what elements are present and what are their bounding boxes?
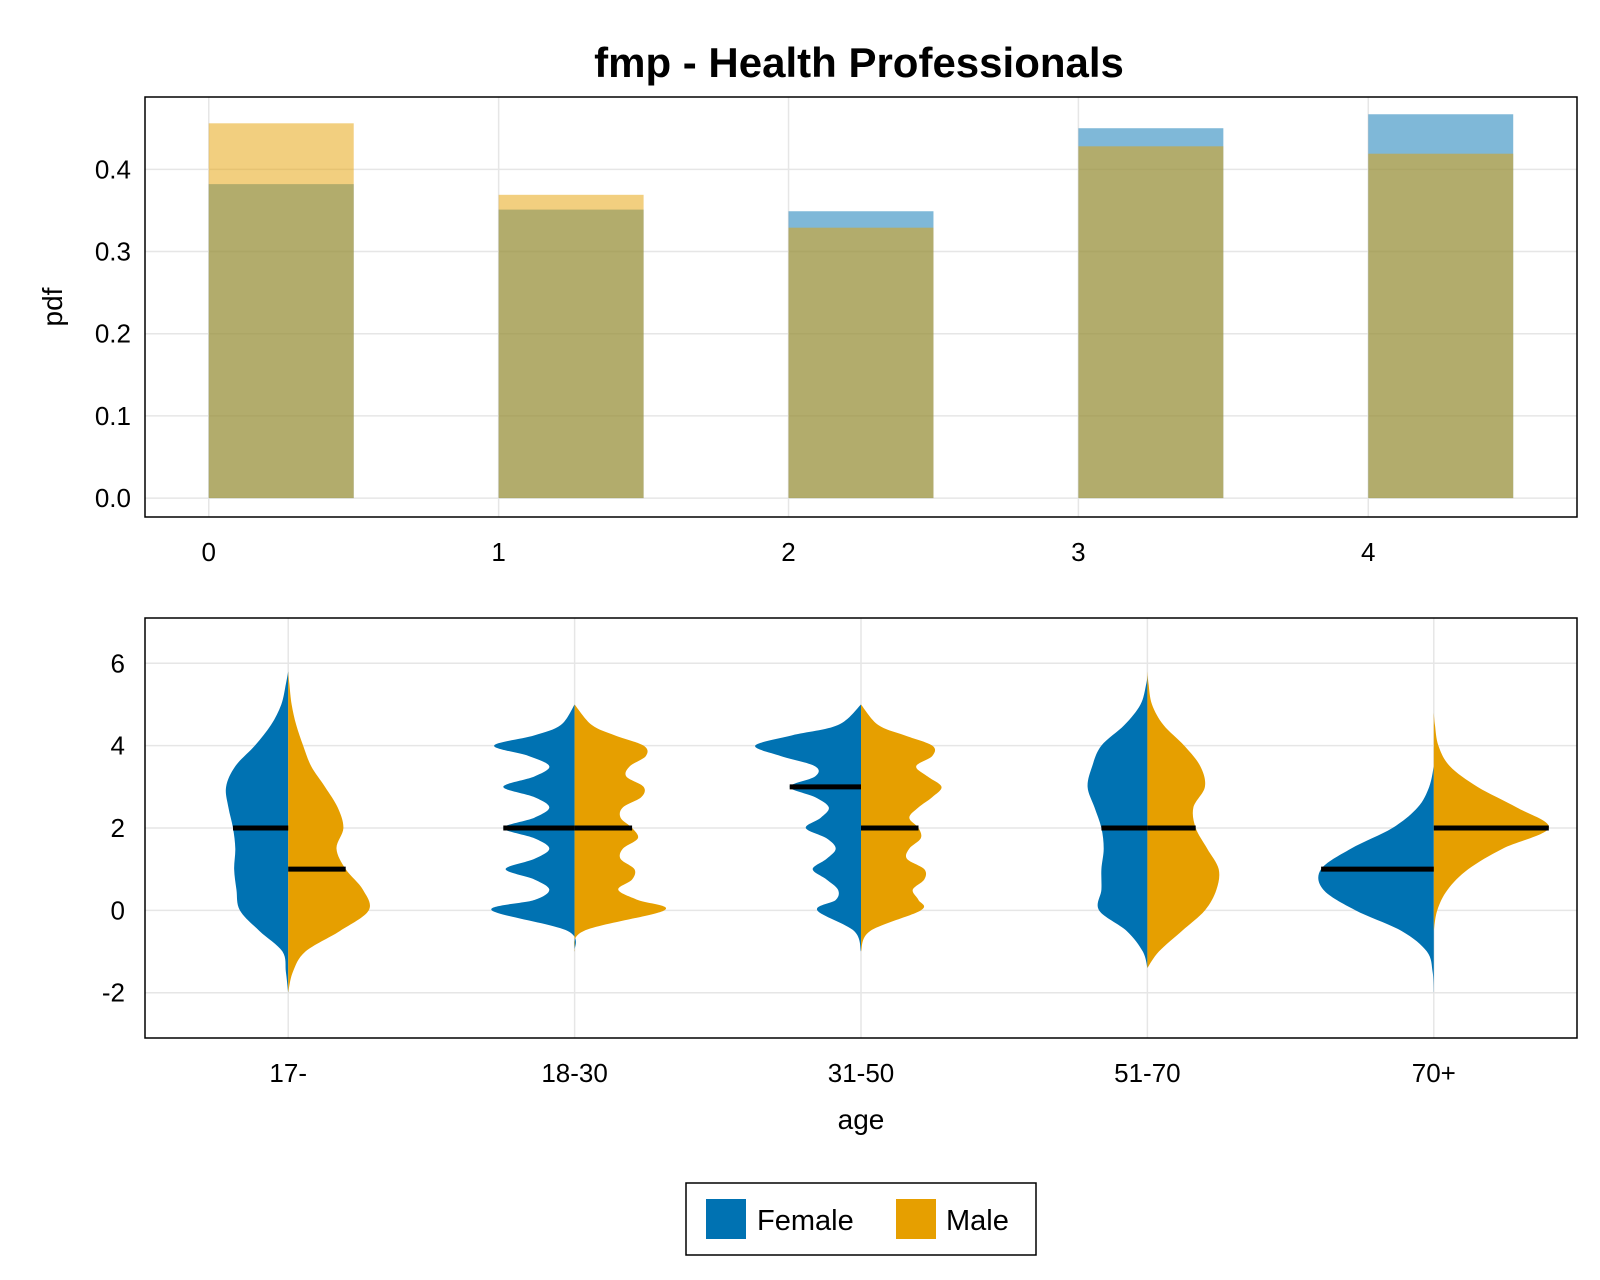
top-x-tick-label: 2	[781, 537, 795, 567]
bottom-x-tick-label: 17-	[269, 1058, 307, 1088]
bottom-x-tick-label: 70+	[1412, 1058, 1456, 1088]
bar-male-2	[788, 227, 934, 499]
top-y-tick-label: 0.2	[95, 319, 131, 349]
violin-female-0	[225, 671, 289, 993]
top-x-tick-label: 1	[491, 537, 505, 567]
bottom-x-axis-label: age	[838, 1104, 885, 1135]
legend-label-female: Female	[757, 1205, 854, 1237]
violin-female-2	[755, 704, 861, 952]
bottom-y-tick-label: -2	[102, 978, 125, 1008]
bottom-y-tick-labels: -2 0 2 4 6	[102, 648, 125, 1007]
top-x-tick-label: 3	[1071, 537, 1085, 567]
median-lines	[233, 784, 1549, 872]
violins	[225, 671, 1549, 993]
bottom-x-tick-label: 18-30	[541, 1058, 608, 1088]
top-x-tick-label: 0	[202, 537, 216, 567]
bar-male-3	[1078, 146, 1224, 499]
bottom-y-tick-label: 6	[111, 648, 125, 678]
top-y-tick-label: 0.3	[95, 237, 131, 267]
top-x-tick-label: 4	[1361, 537, 1375, 567]
chart-title: fmp - Health Professionals	[594, 39, 1124, 86]
top-y-tick-label: 0.1	[95, 401, 131, 431]
violin-female-4	[1318, 766, 1434, 993]
bar-male-1	[498, 194, 644, 499]
violin-female-3	[1087, 675, 1148, 968]
top-bars	[208, 114, 1514, 499]
bottom-y-tick-label: 2	[111, 813, 125, 843]
top-x-tick-labels: 0 1 2 3 4	[202, 537, 1376, 567]
bottom-y-tick-label: 4	[111, 731, 125, 761]
top-y-tick-label: 0.4	[95, 154, 131, 184]
violin-male-0	[288, 671, 370, 993]
age-violin-panel: 17- 18-30 31-50 51-70 70+ -2 0 2 4 6 age	[102, 617, 1578, 1135]
legend-swatch-female	[706, 1199, 746, 1239]
top-axes-frame	[144, 96, 1578, 518]
bottom-x-tick-label: 31-50	[828, 1058, 895, 1088]
violin-male-4	[1433, 712, 1549, 931]
top-y-tick-label: 0.0	[95, 483, 131, 513]
bottom-y-tick-label: 0	[111, 895, 125, 925]
pdf-bar-panel: 0 1 2 3 4 0.0 0.1 0.2 0.3 0.4 pdf	[37, 96, 1578, 567]
bar-male-0	[208, 123, 354, 499]
top-y-axis-label: pdf	[37, 287, 68, 326]
bottom-x-tick-labels: 17- 18-30 31-50 51-70 70+	[269, 1058, 1455, 1088]
legend-swatch-male	[896, 1199, 936, 1239]
legend: Female Male	[685, 1182, 1037, 1256]
bottom-x-tick-label: 51-70	[1114, 1058, 1181, 1088]
top-y-tick-labels: 0.0 0.1 0.2 0.3 0.4	[95, 154, 131, 513]
bar-male-4	[1368, 153, 1514, 499]
legend-label-male: Male	[946, 1205, 1009, 1237]
violin-male-3	[1147, 671, 1220, 968]
bottom-axes-frame	[144, 617, 1578, 1039]
